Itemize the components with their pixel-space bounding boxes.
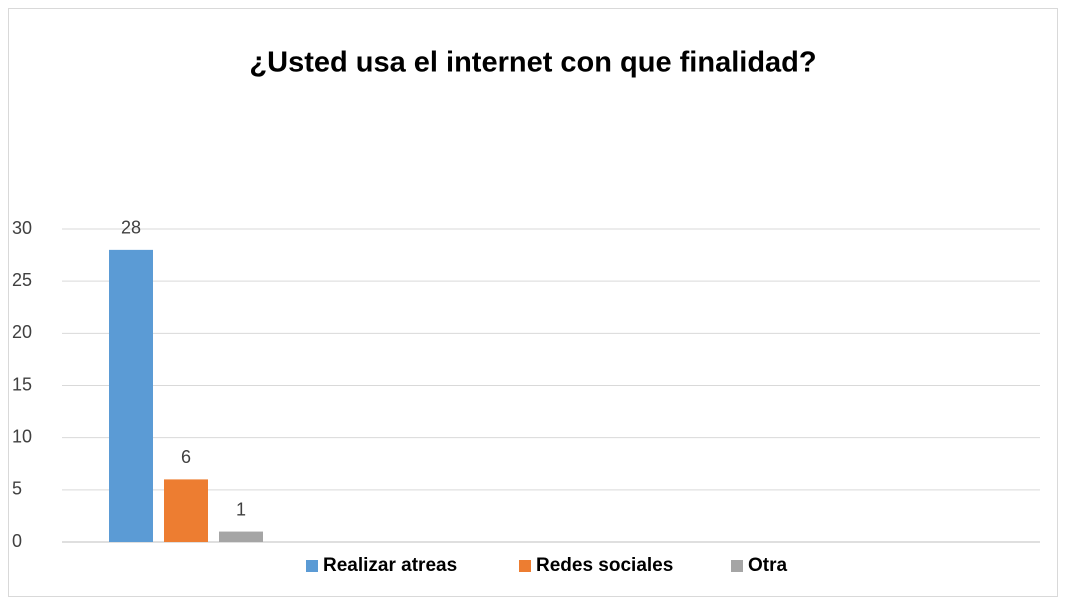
data-label: 1 xyxy=(236,499,246,519)
legend-swatch xyxy=(306,560,318,572)
y-tick-label: 15 xyxy=(12,374,32,394)
legend-swatch xyxy=(731,560,743,572)
legend-label: Otra xyxy=(748,555,788,576)
legend-label: Realizar atreas xyxy=(323,555,457,576)
bar xyxy=(219,531,263,542)
legend-label: Redes sociales xyxy=(536,555,673,576)
y-tick-label: 10 xyxy=(12,426,32,446)
y-tick-label: 0 xyxy=(12,531,22,551)
bar xyxy=(109,249,153,542)
y-tick-label: 25 xyxy=(12,270,32,290)
bar xyxy=(164,479,208,542)
data-label: 28 xyxy=(121,218,141,238)
y-tick-label: 5 xyxy=(12,479,22,499)
legend-swatch xyxy=(519,560,531,572)
y-tick-label: 20 xyxy=(12,322,32,342)
data-label: 6 xyxy=(181,447,191,467)
chart-title: ¿Usted usa el internet con que finalidad… xyxy=(249,47,816,79)
y-tick-label: 30 xyxy=(12,218,32,238)
